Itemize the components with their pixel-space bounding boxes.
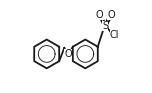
Text: Cl: Cl — [110, 30, 119, 40]
Text: S: S — [102, 21, 108, 31]
Text: O: O — [96, 10, 104, 20]
Text: O: O — [107, 10, 115, 20]
Text: O: O — [64, 49, 72, 59]
